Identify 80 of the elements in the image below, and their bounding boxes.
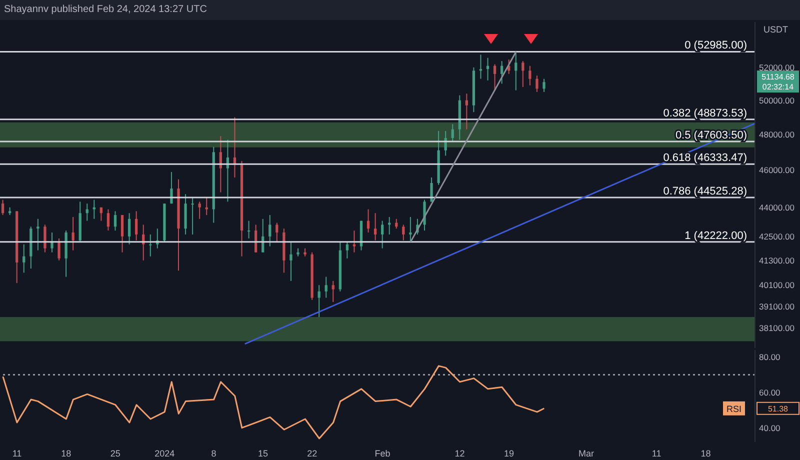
candlestick (135, 210, 138, 241)
ref-line-label: 0 (52985.00) (684, 40, 747, 52)
ref-line-label: 1 (42222.00) (684, 230, 747, 242)
x-tick-label: 15 (258, 448, 268, 458)
y-axis-title: USDT (764, 24, 788, 34)
x-tick-label: 8 (211, 448, 216, 458)
candlestick (149, 234, 152, 257)
candlestick (528, 65, 532, 86)
y-tick-label: 48000.00 (759, 130, 795, 140)
candlestick (22, 244, 26, 274)
candlestick (120, 214, 124, 253)
candlestick (268, 214, 272, 247)
candlestick (324, 276, 328, 298)
candlestick (409, 216, 412, 242)
y-tick-label: 46000.00 (759, 165, 795, 176)
text: 02:32:14 (762, 82, 794, 92)
legend-label: RSI (726, 404, 742, 414)
candlestick (205, 197, 208, 216)
candlestick (290, 242, 292, 282)
line-series (2, 365, 545, 440)
x-tick-label: Feb (374, 448, 390, 458)
candlestick (374, 212, 377, 241)
x-tick-label: 2024 (154, 448, 175, 458)
x-tick-label: 18 (700, 448, 711, 458)
candlestick (247, 220, 250, 239)
y-tick-label: 80.00 (759, 352, 781, 362)
text: 51.38 (768, 404, 789, 414)
candlestick (50, 232, 54, 253)
y-tick-label: 52000.00 (759, 62, 795, 72)
y-tick-label: 42500.00 (759, 231, 795, 242)
candlestick (191, 197, 194, 235)
candlestick (514, 51, 518, 91)
candlestick (1, 199, 4, 216)
candlestick (493, 64, 496, 91)
candlestick (366, 208, 370, 233)
y-tick-label: 39100.00 (759, 301, 795, 312)
y-tick-label: 44000.00 (759, 202, 795, 212)
x-tick-label: 11 (652, 448, 662, 458)
ref-line-label: 0.786 (44525.28) (663, 185, 747, 198)
candlestick (500, 60, 504, 84)
candlestick (451, 124, 454, 142)
candlestick (465, 93, 468, 130)
candlestick (106, 208, 110, 232)
annotation: 51134.68 (762, 72, 795, 82)
candlestick (423, 199, 426, 232)
y-tick-label: 50000.00 (759, 95, 795, 106)
candlestick (114, 210, 117, 232)
x-tick-label: 19 (504, 448, 514, 458)
candlestick (198, 201, 201, 220)
candlestick (542, 78, 546, 92)
candlestick (58, 238, 60, 261)
candlestick (522, 60, 524, 88)
chart-title: Shayannv published Feb 24, 2024 13:27 UTC (4, 4, 207, 15)
y-tick-label: 41300.00 (759, 255, 795, 266)
candlestick (352, 230, 356, 253)
x-tick-label: 25 (110, 448, 120, 458)
candlestick (170, 171, 173, 204)
candlestick (92, 199, 96, 220)
x-tick-label: Mar (578, 448, 594, 458)
candlestick (276, 222, 278, 243)
y-tick-label: 60.00 (759, 387, 781, 398)
y-tick-label: 40.00 (759, 422, 781, 433)
candlestick (36, 218, 40, 251)
candlestick (318, 284, 320, 318)
candlestick (44, 224, 46, 253)
y-tick-label: 40100.00 (759, 280, 795, 290)
candlestick (332, 280, 334, 302)
x-tick-label: 18 (61, 448, 72, 458)
x-tick-label: 22 (307, 448, 318, 458)
candlestick (402, 224, 405, 241)
x-tick-label: 11 (12, 448, 22, 458)
y-tick-label: 38100.00 (759, 322, 795, 333)
ref-line-label: 0.382 (48873.53) (663, 107, 747, 120)
candlestick (536, 75, 538, 92)
candlestick (100, 206, 102, 222)
candlestick (72, 216, 74, 251)
candlestick (381, 220, 384, 249)
x-tick-label: 12 (454, 448, 465, 458)
candlestick (128, 212, 131, 245)
candlestick (346, 242, 349, 259)
